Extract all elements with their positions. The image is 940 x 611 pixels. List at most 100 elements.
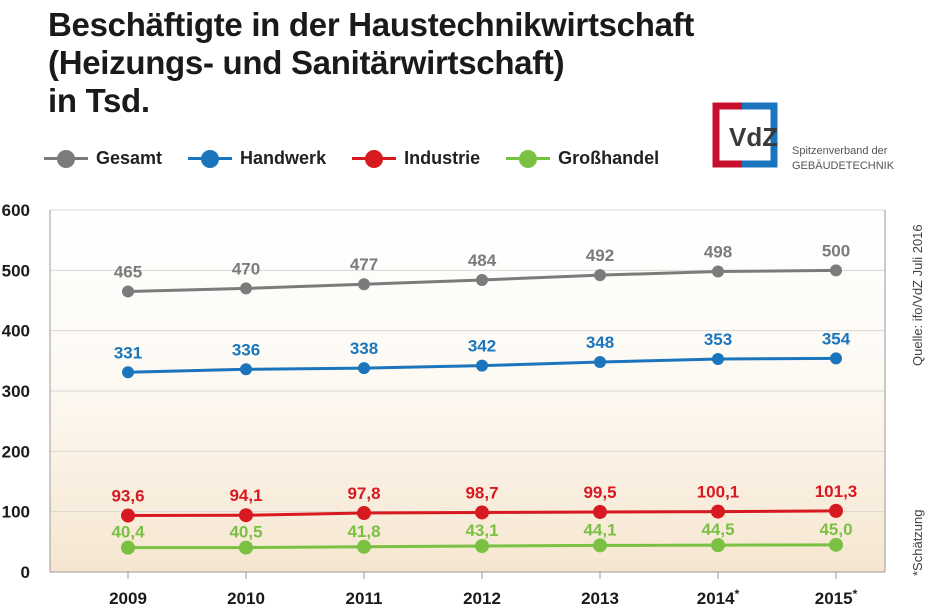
data-point	[357, 539, 371, 554]
data-label: 40,4	[111, 523, 145, 542]
data-point	[711, 538, 725, 553]
org-name: Spitzenverband der GEBÄUDETECHNIK	[792, 144, 894, 174]
data-label: 498	[704, 243, 732, 262]
footnote: *Schätzung	[910, 500, 934, 577]
legend-label-grosshandel: Großhandel	[558, 148, 660, 168]
data-point	[594, 269, 606, 282]
data-point	[476, 359, 488, 372]
legend-item-industrie: Industrie	[352, 148, 480, 169]
legend-label-industrie: Industrie	[404, 148, 481, 168]
y-axis-ticks: 0 100 200 300 400 500 600	[2, 201, 30, 582]
data-point	[121, 540, 135, 555]
x-tick-label-2009: 2009	[109, 589, 147, 608]
data-label: 94,1	[229, 486, 262, 505]
x-tick-label-2014*: 2014*	[697, 587, 740, 608]
data-label: 477	[350, 255, 378, 274]
data-point	[475, 538, 489, 553]
data-label: 99,5	[583, 483, 616, 502]
data-label: 470	[232, 259, 260, 278]
data-label: 492	[586, 246, 614, 265]
y-tick-label-100: 100	[2, 503, 30, 522]
data-label: 484	[468, 251, 497, 270]
data-point	[476, 273, 488, 286]
data-label: 100,1	[697, 483, 740, 502]
data-label: 40,5	[229, 523, 262, 542]
data-label: 43,1	[465, 521, 498, 540]
data-point	[711, 504, 725, 519]
axes	[49, 210, 886, 573]
data-point	[239, 540, 253, 555]
data-label: 465	[114, 262, 142, 281]
data-point	[712, 265, 724, 278]
legend-item-gesamt: Gesamt	[44, 148, 162, 169]
y-tick-label-300: 300	[2, 382, 30, 401]
data-point	[829, 503, 843, 518]
data-point	[358, 278, 370, 291]
y-tick-label-200: 200	[2, 442, 30, 461]
data-label: 44,5	[701, 520, 734, 539]
data-point	[357, 505, 371, 520]
series-großhandel: 40,4 40,5 41,8 43,1 44,1 44,5 45,0	[111, 520, 853, 555]
data-point	[830, 264, 842, 277]
data-point	[122, 366, 134, 379]
data-label: 97,8	[347, 484, 380, 503]
data-label: 338	[350, 339, 378, 358]
org-name-line-1: Spitzenverband der	[792, 145, 888, 157]
data-label: 336	[232, 340, 260, 359]
legend-swatch-industrie	[352, 149, 397, 168]
title-line-1: Beschäftigte in der Haustechnikwirtschaf…	[48, 6, 695, 43]
data-label: 41,8	[347, 522, 380, 541]
data-point	[239, 508, 253, 523]
x-tick-label-2013: 2013	[581, 589, 619, 608]
source-note: Quelle: ifo/VdZ Juli 2016	[910, 196, 934, 366]
data-point	[475, 505, 489, 520]
data-point	[122, 285, 134, 298]
x-tick-label-2011: 2011	[346, 589, 383, 608]
data-label: 45,0	[819, 520, 852, 539]
vdz-logo: VdZ Spitzenverband der GEBÄUDETECHNIK	[712, 102, 896, 174]
data-point	[240, 363, 252, 376]
y-tick-label-0: 0	[21, 563, 30, 582]
x-tick-label-2012: 2012	[463, 589, 501, 608]
data-label: 331	[114, 343, 142, 362]
data-point	[593, 504, 607, 519]
y-tick-label-600: 600	[2, 201, 30, 220]
legend-label-gesamt: Gesamt	[96, 148, 163, 168]
legend-swatch-grosshandel	[506, 149, 551, 168]
y-tick-label-400: 400	[2, 322, 30, 341]
x-axis-ticks: 2009 2010 2011 2012 2013 2014* 2015*	[109, 572, 858, 608]
series-industrie: 93,6 94,1 97,8 98,7 99,5 100,1 101,3	[111, 482, 857, 523]
title-line-2: (Heizungs- und Sanitärwirtschaft)	[48, 44, 565, 81]
data-point	[593, 538, 607, 553]
title-line-3: in Tsd.	[48, 82, 150, 119]
series-gesamt: 465 470 477 484 492 498 500	[114, 241, 850, 298]
data-label: 342	[468, 337, 496, 356]
legend-item-handwerk: Handwerk	[188, 148, 326, 169]
vdz-logo-text: VdZ	[729, 122, 779, 152]
data-label: 44,1	[583, 520, 616, 539]
data-point	[830, 352, 842, 365]
legend-label-handwerk: Handwerk	[240, 148, 327, 168]
data-label: 348	[586, 333, 614, 352]
data-point	[240, 282, 252, 295]
data-point	[712, 353, 724, 366]
x-tick-label-2010: 2010	[227, 589, 265, 608]
data-label: 93,6	[111, 487, 144, 506]
source-text: Quelle: ifo/VdZ Juli 2016	[910, 224, 925, 366]
legend: Gesamt Handwerk Industrie Großhandel	[44, 148, 685, 169]
x-tick-label-2015*: 2015*	[815, 587, 858, 608]
series-handwerk: 331 336 338 342 348 353 354	[114, 329, 851, 379]
org-name-line-2: GEBÄUDETECHNIK	[792, 160, 895, 172]
data-point	[829, 537, 843, 552]
data-point	[594, 356, 606, 369]
footnote-text: *Schätzung	[910, 509, 925, 577]
legend-item-grosshandel: Großhandel	[506, 148, 659, 169]
data-label: 353	[704, 330, 732, 349]
data-label: 500	[822, 241, 850, 260]
data-label: 354	[822, 329, 851, 348]
data-point	[358, 362, 370, 375]
data-label: 101,3	[815, 482, 858, 501]
line-chart: 0 100 200 300 400 500 600 2009 2010 2011 2012 2013…	[2, 201, 886, 608]
legend-swatch-gesamt	[44, 149, 88, 168]
